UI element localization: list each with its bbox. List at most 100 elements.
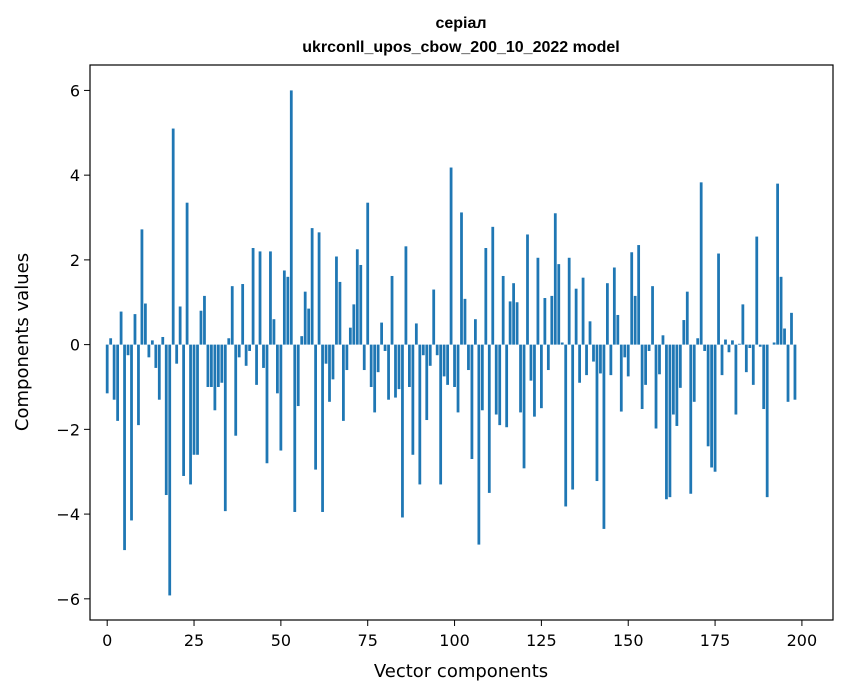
- bar: [758, 344, 762, 347]
- bar: [480, 344, 484, 411]
- bar: [269, 251, 272, 345]
- bar: [387, 344, 390, 400]
- bar: [696, 338, 700, 345]
- bar: [533, 344, 536, 417]
- bar: [581, 277, 585, 345]
- bar: [296, 344, 300, 407]
- bar: [744, 344, 748, 373]
- bar: [526, 234, 529, 345]
- bar: [543, 298, 547, 345]
- x-tick-label: 50: [271, 631, 291, 650]
- bar: [324, 344, 328, 364]
- bar: [529, 344, 533, 381]
- bar: [182, 344, 185, 476]
- bar: [397, 344, 401, 390]
- bar: [682, 320, 686, 345]
- bar: [734, 344, 738, 415]
- bar: [154, 344, 158, 368]
- bar: [442, 344, 446, 377]
- bar: [619, 344, 623, 412]
- x-tick-label: 175: [700, 631, 731, 650]
- bar: [626, 344, 630, 377]
- bar: [474, 319, 477, 345]
- bar: [574, 288, 578, 345]
- bar: [147, 344, 151, 358]
- bar: [623, 344, 627, 358]
- bar: [168, 344, 172, 596]
- bar: [560, 342, 564, 345]
- bar: [178, 306, 182, 345]
- bar: [616, 314, 620, 345]
- bar: [449, 167, 453, 345]
- bar: [595, 344, 599, 482]
- bar: [720, 344, 724, 376]
- bar: [783, 328, 786, 345]
- bar: [491, 226, 495, 345]
- bar: [751, 344, 755, 385]
- bar: [258, 251, 262, 345]
- bar: [161, 336, 165, 345]
- bar: [345, 344, 349, 371]
- bar: [126, 344, 130, 356]
- bar: [738, 343, 741, 345]
- bar: [303, 291, 307, 345]
- x-tick-label: 200: [787, 631, 818, 650]
- bar: [599, 344, 602, 374]
- bar: [150, 340, 154, 345]
- bar: [404, 246, 408, 345]
- bar: [196, 344, 199, 455]
- bar: [446, 344, 449, 385]
- bar: [310, 228, 314, 345]
- bar: [699, 182, 703, 345]
- bar: [109, 338, 113, 345]
- bar: [470, 344, 474, 460]
- bar: [425, 344, 429, 421]
- bar: [515, 302, 519, 345]
- x-tick-label: 75: [358, 631, 378, 650]
- bar: [408, 344, 411, 387]
- bar: [703, 344, 707, 351]
- chart-title: серіал: [435, 15, 486, 32]
- bar: [383, 344, 387, 351]
- bar: [748, 344, 752, 349]
- bar: [359, 264, 363, 345]
- bar: [401, 344, 404, 518]
- bar: [185, 202, 189, 345]
- bar: [262, 344, 265, 368]
- bar: [342, 344, 345, 421]
- bar: [331, 344, 335, 380]
- bar: [227, 338, 231, 345]
- bar: [210, 344, 213, 387]
- bar: [637, 245, 641, 345]
- bar: [282, 270, 286, 345]
- bar: [633, 295, 637, 345]
- bar: [144, 303, 147, 345]
- bar: [477, 344, 481, 545]
- bar: [706, 344, 710, 447]
- bar: [550, 295, 554, 345]
- bar: [376, 344, 380, 373]
- bar: [672, 344, 675, 415]
- bar: [564, 344, 568, 507]
- bar: [428, 344, 432, 366]
- bar: [606, 283, 609, 345]
- bar: [630, 252, 634, 345]
- bar: [647, 344, 651, 351]
- bar: [439, 344, 443, 485]
- bar: [411, 344, 415, 455]
- bar: [609, 344, 613, 376]
- bar: [276, 344, 279, 394]
- bar: [654, 344, 658, 429]
- bar: [237, 344, 241, 358]
- bar: [293, 344, 297, 512]
- bar: [484, 248, 488, 345]
- bar: [300, 336, 304, 345]
- bar: [755, 236, 759, 345]
- bar: [203, 295, 206, 345]
- bar: [366, 202, 370, 345]
- bar: [772, 342, 776, 345]
- bar: [505, 344, 509, 428]
- plot-frame: [89, 64, 834, 621]
- bar: [724, 339, 727, 345]
